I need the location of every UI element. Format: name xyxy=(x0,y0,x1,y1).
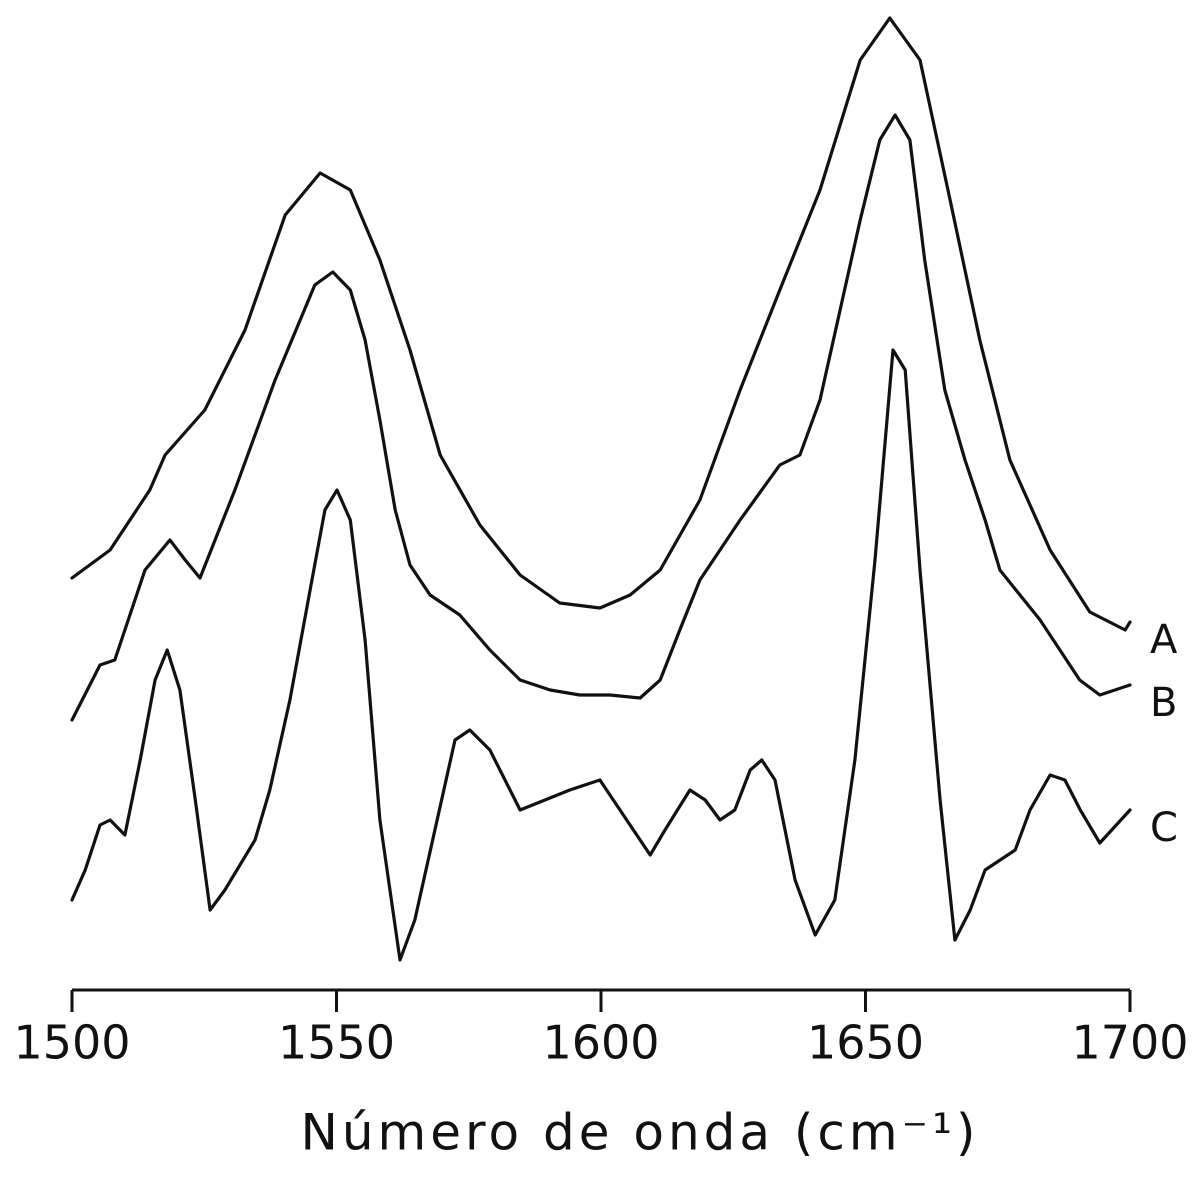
spectrum-line xyxy=(70,348,1132,962)
spectrum-line xyxy=(70,113,1132,722)
series-label: B xyxy=(1150,680,1177,726)
series-label: A xyxy=(1150,617,1178,663)
x-tick-label: 1600 xyxy=(542,1016,659,1070)
x-tick-label: 1550 xyxy=(278,1016,395,1070)
x-tick-label: 1500 xyxy=(13,1016,130,1070)
x-axis-label: Número de onda (cm⁻¹) xyxy=(300,1104,979,1162)
x-tick-label: 1700 xyxy=(1071,1016,1188,1070)
series-label: C xyxy=(1150,805,1178,851)
x-tick-label: 1650 xyxy=(807,1016,924,1070)
spectrum-line xyxy=(70,16,1132,632)
